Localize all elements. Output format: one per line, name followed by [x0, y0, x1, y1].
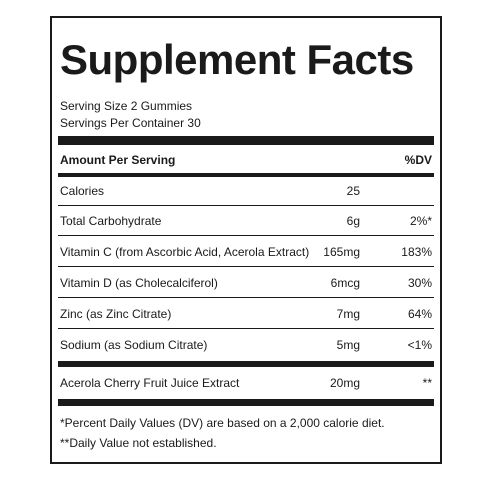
row-name: Sodium (as Sodium Citrate) — [60, 338, 208, 352]
row-name: Zinc (as Zinc Citrate) — [60, 307, 172, 321]
row-amount: 25 — [346, 184, 360, 198]
row-amount: 6mcg — [330, 276, 360, 290]
row-divider — [58, 297, 434, 298]
table-row-vitamin-d: Vitamin D (as Cholecalciferol) 6mcg 30% — [60, 274, 432, 292]
row-name: Acerola Cherry Fruit Juice Extract — [60, 376, 240, 390]
table-row-total-carbohydrate: Total Carbohydrate 6g 2%* — [60, 212, 432, 230]
row-divider — [58, 235, 434, 236]
table-row-sodium: Sodium (as Sodium Citrate) 5mg <1% — [60, 336, 432, 354]
row-amount: 6g — [346, 214, 360, 228]
row-name: Total Carbohydrate — [60, 214, 162, 228]
row-amount: 20mg — [329, 376, 360, 390]
header-amount-per-serving: Amount Per Serving — [60, 153, 176, 167]
thick-divider-header — [58, 173, 434, 177]
row-name: Vitamin D (as Cholecalciferol) — [60, 276, 218, 290]
supplement-facts-panel: Supplement Facts Serving Size 2 Gummies … — [50, 16, 442, 464]
header-dv: %DV — [404, 153, 432, 167]
row-divider — [58, 266, 434, 267]
table-header: Amount Per Serving %DV — [60, 152, 432, 168]
table-row-zinc: Zinc (as Zinc Citrate) 7mg 64% — [60, 305, 432, 323]
thick-divider-bottom — [58, 399, 434, 406]
servings-per-container: Servings Per Container 30 — [60, 116, 201, 130]
row-name: Calories — [60, 184, 105, 198]
row-divider — [58, 205, 434, 206]
footnote-percent-dv: *Percent Daily Values (DV) are based on … — [60, 416, 385, 430]
row-amount: 165mg — [323, 245, 360, 259]
row-dv: 2%* — [409, 214, 432, 228]
row-dv: 183% — [401, 245, 432, 259]
row-dv: 64% — [407, 307, 432, 321]
label-title: Supplement Facts — [60, 36, 414, 83]
thick-divider-top — [58, 136, 434, 145]
table-row-acerola-extract: Acerola Cherry Fruit Juice Extract 20mg … — [60, 374, 432, 392]
table-row-vitamin-c: Vitamin C (from Ascorbic Acid, Acerola E… — [60, 243, 432, 261]
row-dv: <1% — [407, 338, 432, 352]
row-amount: 7mg — [336, 307, 360, 321]
row-name: Vitamin C (from Ascorbic Acid, Acerola E… — [60, 245, 310, 259]
table-row-calories: Calories 25 — [60, 182, 432, 200]
footnote-dv-not-established: **Daily Value not established. — [60, 436, 217, 450]
thick-divider-middle — [58, 361, 434, 367]
serving-size: Serving Size 2 Gummies — [60, 99, 193, 113]
row-amount: 5mg — [336, 338, 360, 352]
row-divider — [58, 328, 434, 329]
row-dv: ** — [422, 376, 432, 390]
row-dv: 30% — [407, 276, 432, 290]
